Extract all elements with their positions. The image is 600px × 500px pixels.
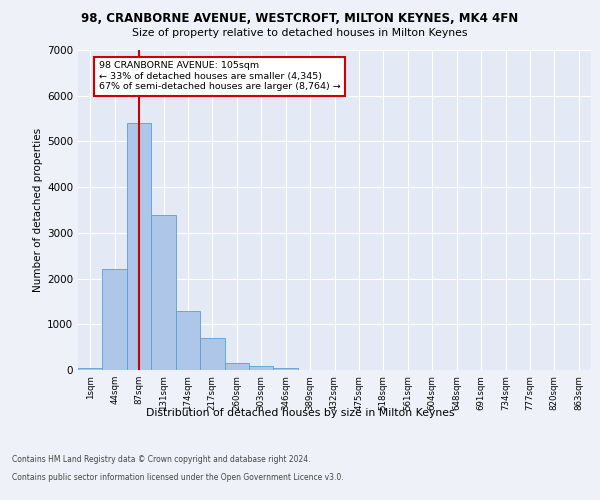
Bar [224, 363, 249, 370]
Bar [151, 214, 176, 370]
Bar [176, 310, 200, 370]
Bar [274, 368, 298, 370]
Bar [200, 338, 224, 370]
Bar [127, 123, 151, 370]
Bar [249, 366, 274, 370]
Text: Size of property relative to detached houses in Milton Keynes: Size of property relative to detached ho… [132, 28, 468, 38]
Text: Distribution of detached houses by size in Milton Keynes: Distribution of detached houses by size … [146, 408, 454, 418]
Y-axis label: Number of detached properties: Number of detached properties [33, 128, 43, 292]
Text: 98 CRANBORNE AVENUE: 105sqm
← 33% of detached houses are smaller (4,345)
67% of : 98 CRANBORNE AVENUE: 105sqm ← 33% of det… [99, 62, 341, 91]
Text: Contains public sector information licensed under the Open Government Licence v3: Contains public sector information licen… [12, 472, 344, 482]
Bar [103, 270, 127, 370]
Bar [78, 368, 103, 370]
Text: Contains HM Land Registry data © Crown copyright and database right 2024.: Contains HM Land Registry data © Crown c… [12, 455, 311, 464]
Text: 98, CRANBORNE AVENUE, WESTCROFT, MILTON KEYNES, MK4 4FN: 98, CRANBORNE AVENUE, WESTCROFT, MILTON … [82, 12, 518, 24]
